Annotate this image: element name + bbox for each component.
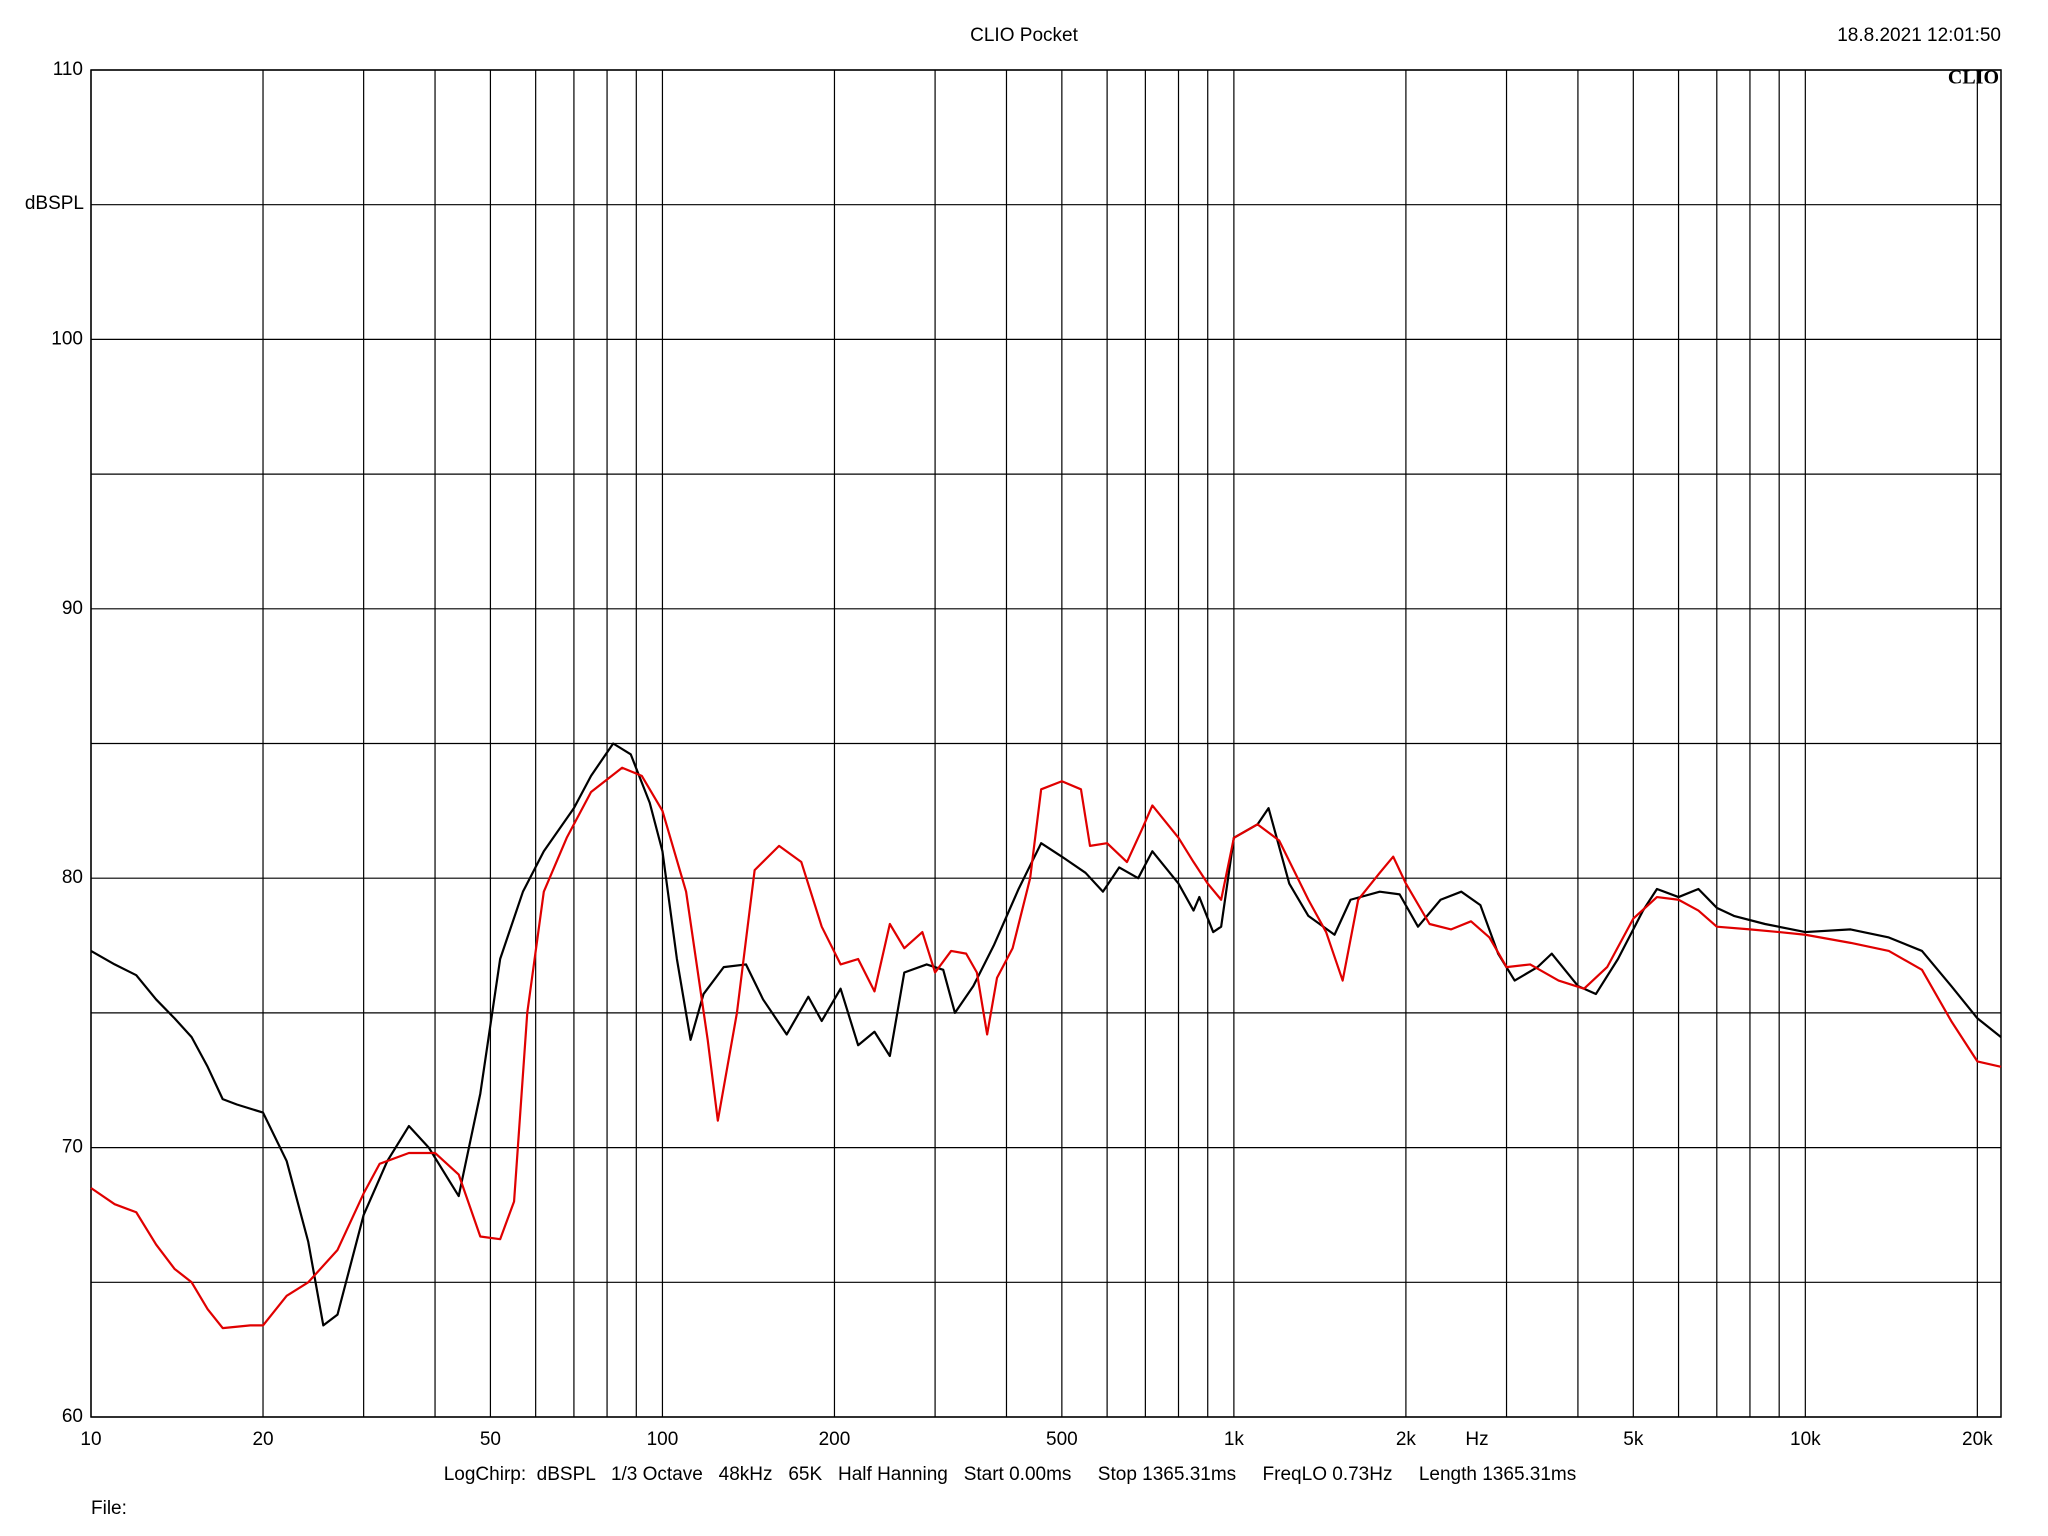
y-tick-label: 110 <box>53 59 83 80</box>
y-tick-label: 80 <box>62 867 83 888</box>
x-tick-label: 200 <box>819 1429 851 1450</box>
x-tick-label: 20k <box>1962 1429 1993 1450</box>
series-line <box>90 766 2002 1330</box>
file-label: File: <box>91 1498 127 1519</box>
x-tick-label: 20 <box>252 1429 273 1450</box>
y-tick-label: 70 <box>62 1137 83 1158</box>
y-axis-label: dBSPL <box>25 193 84 214</box>
grid <box>90 69 2002 1418</box>
plot-frame <box>90 69 2002 1418</box>
x-tick-label: 10k <box>1790 1429 1821 1450</box>
x-tick-label: 100 <box>647 1429 679 1450</box>
plot-area <box>90 742 2002 1330</box>
timestamp: 18.8.2021 12:01:50 <box>1837 25 2001 46</box>
x-tick-label: 2k <box>1396 1429 1417 1450</box>
series-line <box>90 742 2002 1327</box>
x-tick-label: 500 <box>1046 1429 1078 1450</box>
settings-text: LogChirp: dBSPL 1/3 Octave 48kHz 65K Hal… <box>444 1464 1577 1485</box>
x-tick-label: 5k <box>1623 1429 1644 1450</box>
x-axis-label: Hz <box>1465 1429 1488 1450</box>
x-tick-label: 1k <box>1224 1429 1245 1450</box>
y-tick-label: 100 <box>51 328 83 349</box>
x-tick-label: 10 <box>80 1429 101 1450</box>
y-tick-label: 90 <box>62 598 83 619</box>
x-tick-label: 50 <box>480 1429 501 1450</box>
y-tick-label: 60 <box>62 1406 83 1427</box>
chart-title: CLIO Pocket <box>970 25 1078 46</box>
logo: CLIO <box>1948 67 1999 89</box>
